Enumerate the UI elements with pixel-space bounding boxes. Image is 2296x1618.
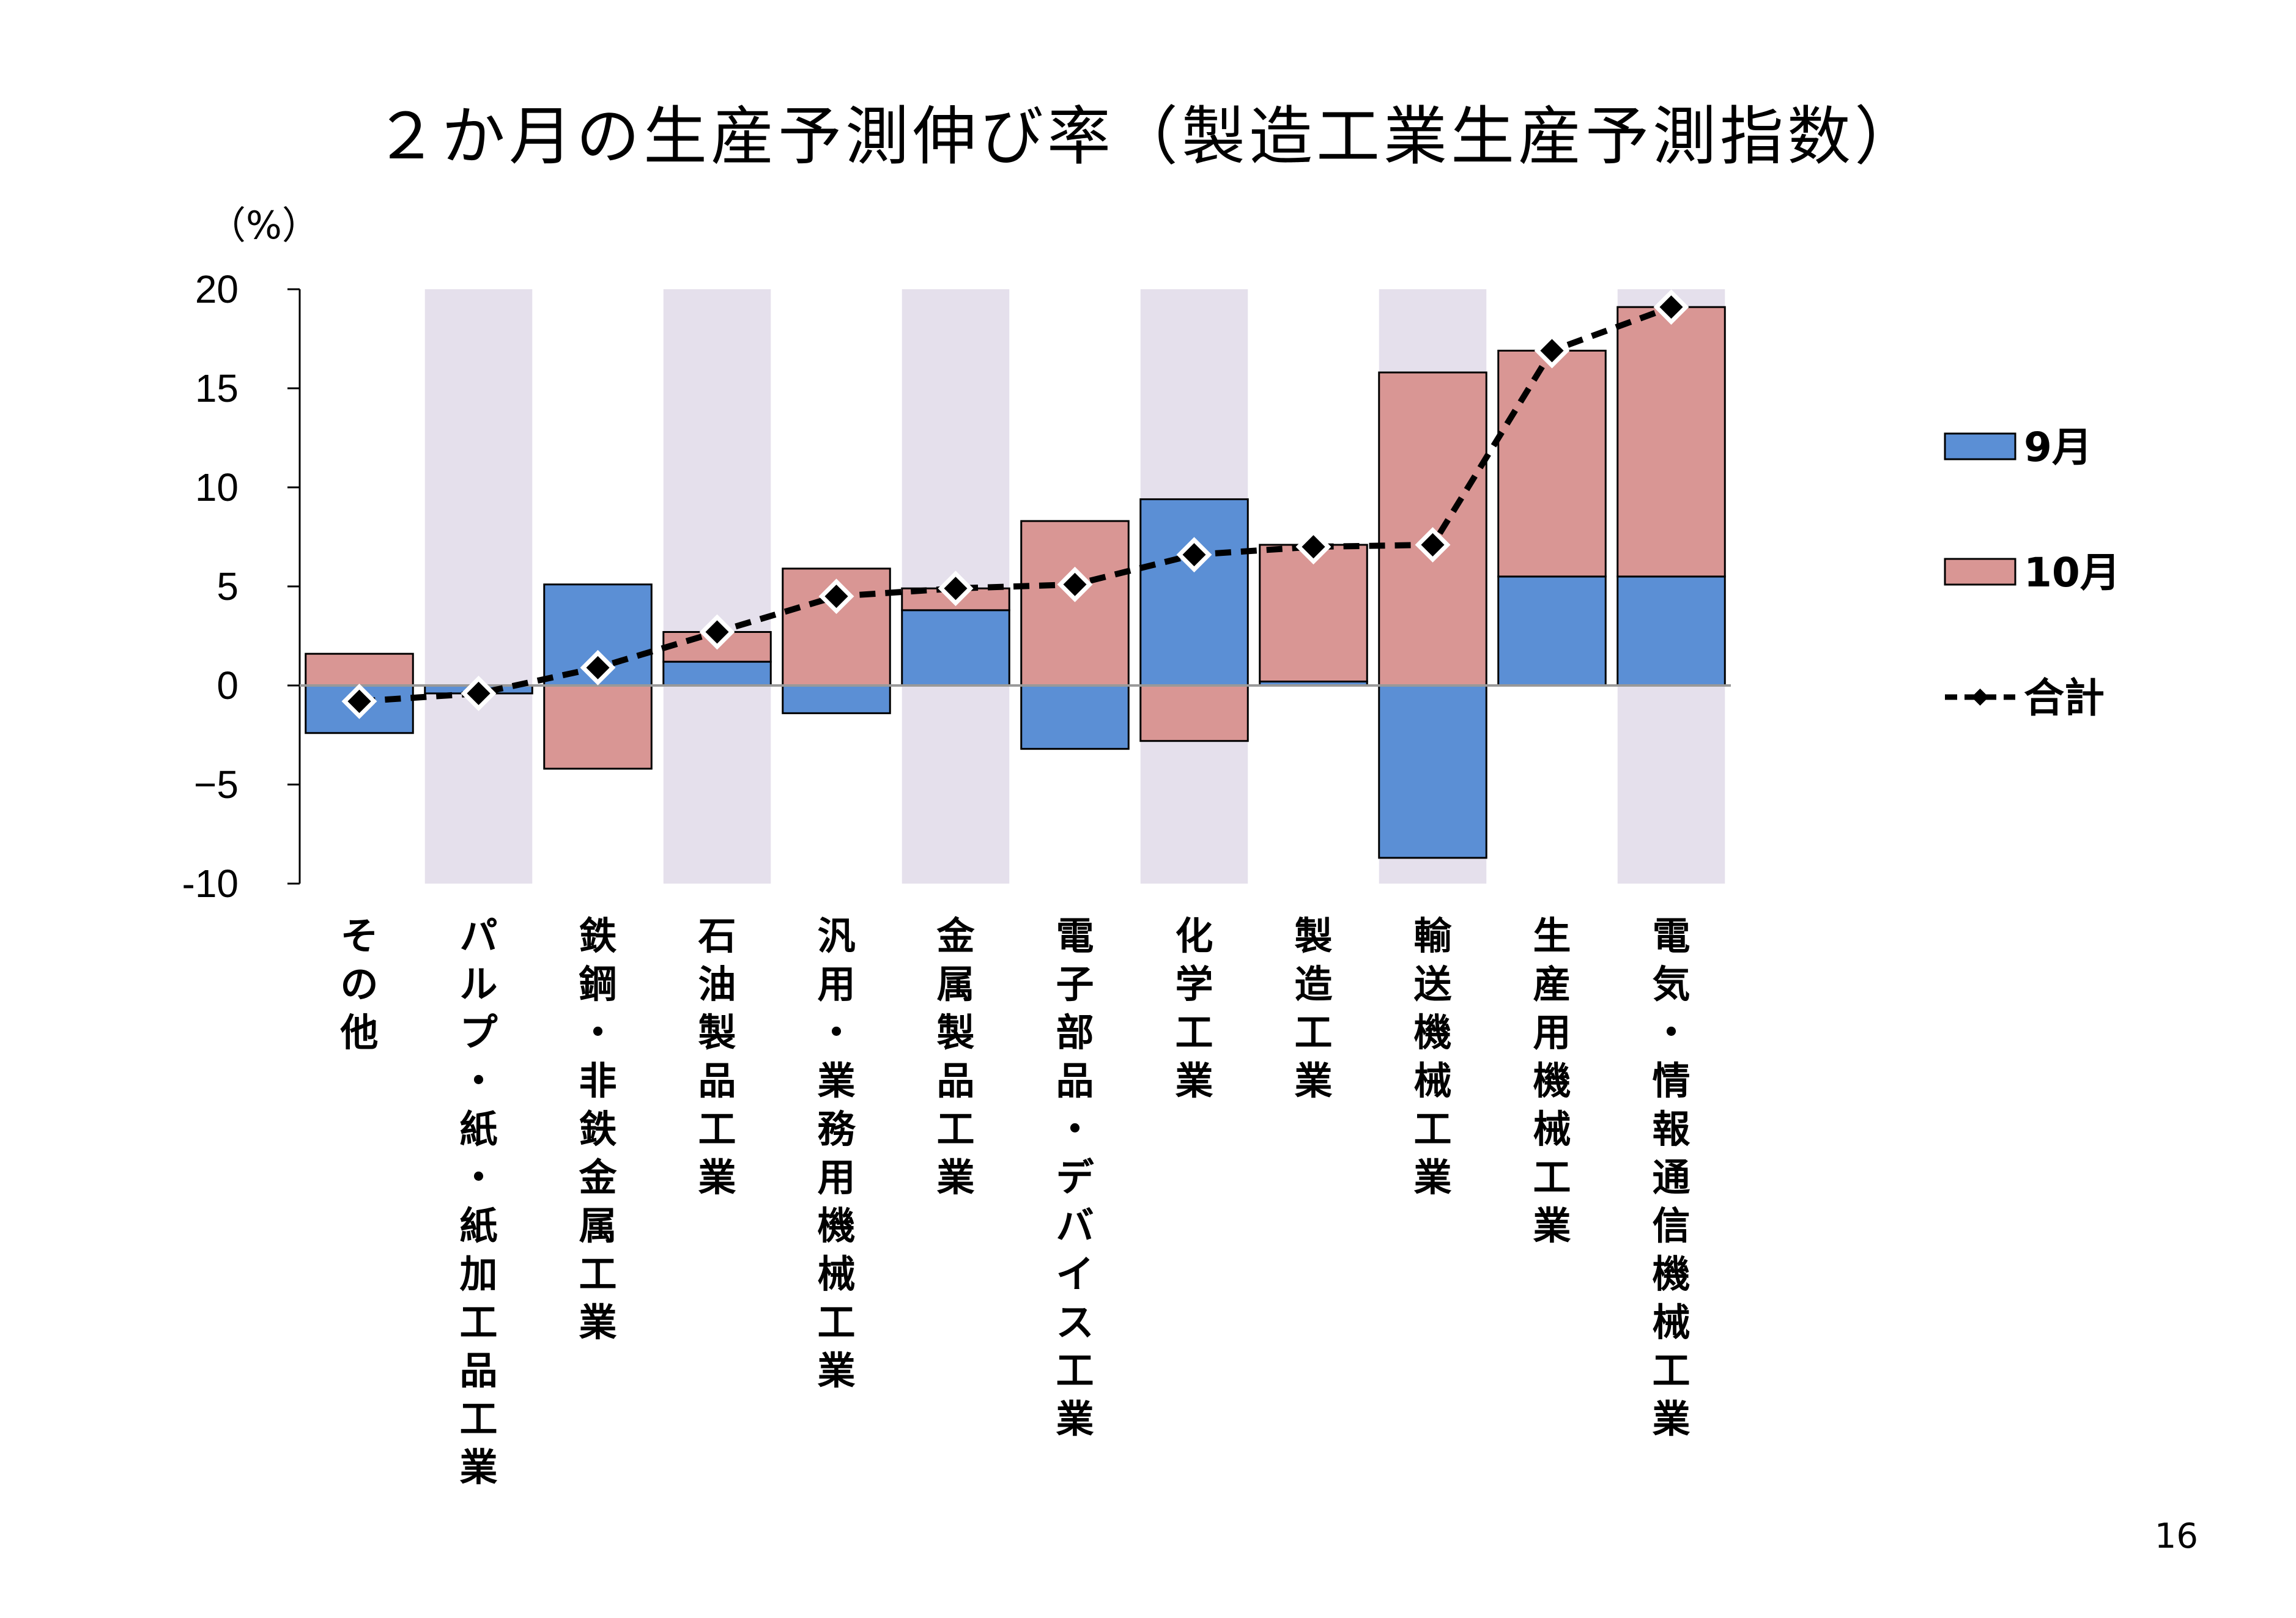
page-title: ２か月の生産予測伸び率（製造工業生産予測指数） — [374, 99, 1922, 174]
total-point-marker — [1653, 289, 1689, 325]
total-point-marker — [699, 614, 735, 650]
bar-sep — [662, 660, 772, 687]
category-label: 鉄鋼・非鉄金属工業 — [578, 914, 617, 1345]
category-band — [424, 289, 533, 884]
bar-oct — [1139, 684, 1249, 742]
total-point-marker — [1295, 529, 1331, 565]
category-label: 石油製品工業 — [698, 914, 736, 1200]
category-label: その他 — [339, 914, 378, 1055]
bar-oct — [305, 652, 414, 687]
bar-oct — [1616, 306, 1726, 578]
y-tick-label: 20 — [195, 267, 239, 311]
y-tick-label: 15 — [195, 366, 239, 410]
total-point-marker — [1176, 537, 1212, 573]
bar-oct — [1259, 544, 1368, 683]
category-label: 電気・情報通信機械工業 — [1652, 914, 1690, 1441]
total-point-marker — [341, 683, 377, 719]
y-tick-label: -10 — [182, 862, 239, 906]
category-label: 製造工業 — [1294, 914, 1332, 1103]
category-label: 金属製品工業 — [936, 914, 975, 1200]
total-line-series — [341, 289, 1689, 719]
total-point-marker — [461, 676, 497, 711]
category-label: 汎用・業務用機械工業 — [817, 914, 856, 1393]
y-tick-label: −5 — [194, 763, 239, 807]
category-labels: その他 パルプ・紙・紙加工品工業 鉄鋼・非鉄金属工業 石油製品工業 汎用・業務用機械工業… — [339, 914, 1690, 1490]
legend-label: 10月 — [2024, 549, 2120, 596]
bar-oct — [543, 684, 653, 770]
bar-sep — [1139, 498, 1249, 687]
category-band — [663, 289, 771, 884]
y-axis-unit-label: （%） — [208, 203, 320, 248]
bar-sep — [1020, 684, 1130, 750]
total-point-marker — [818, 578, 854, 615]
bar-sep — [901, 609, 1010, 687]
legend-marker — [1971, 689, 1989, 706]
bar-sep — [1378, 684, 1487, 859]
legend-label: 9月 — [2024, 424, 2092, 471]
total-line — [359, 304, 1673, 704]
bar-sep — [1616, 575, 1726, 687]
total-point-marker — [1057, 566, 1093, 602]
total-point-marker — [580, 649, 616, 685]
y-tick-label: 5 — [217, 564, 239, 608]
bar-oct — [1020, 520, 1130, 687]
category-label: 生産用機械工業 — [1533, 914, 1571, 1248]
category-label: 化学工業 — [1175, 914, 1213, 1103]
y-tick-label: 0 — [217, 663, 239, 707]
bar-sep — [1497, 575, 1607, 687]
page-number: 16 — [2154, 1516, 2198, 1556]
legend-swatch-sep — [1944, 432, 2016, 460]
total-point-marker — [1415, 527, 1451, 563]
total-point-marker — [938, 571, 974, 607]
category-label: 輸送機械工業 — [1413, 914, 1452, 1200]
category-label: 電子部品・デバイス工業 — [1056, 914, 1094, 1441]
legend-swatch-oct — [1944, 558, 2016, 586]
axes: 20 15 10 5 0 −5 -10 — [182, 267, 1731, 906]
y-tick-label: 10 — [195, 465, 239, 509]
total-point-marker — [1534, 333, 1570, 369]
bar-oct — [1497, 349, 1607, 578]
bar-sep — [782, 684, 891, 714]
legend-label: 合計 — [2024, 674, 2105, 722]
category-label: パルプ・紙・紙加工品工業 — [459, 914, 497, 1490]
